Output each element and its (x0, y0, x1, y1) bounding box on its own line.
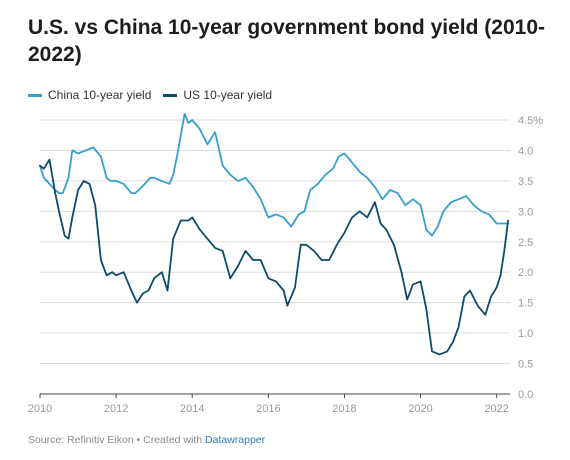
x-tick-label: 2010 (28, 403, 52, 415)
x-tick-label: 2022 (484, 403, 508, 415)
legend: China 10-year yield US 10-year yield (28, 86, 284, 104)
credit-link[interactable]: Datawrapper (205, 434, 266, 446)
x-tick-label: 2014 (180, 403, 204, 415)
series-line-us (39, 158, 509, 356)
legend-label-china: China 10-year yield (48, 88, 152, 102)
x-axis-tick-labels: 2010 2012 2014 2016 2018 2020 2022 (28, 403, 509, 415)
series-line-china (39, 113, 509, 237)
y-tick-label: 2.5 (518, 237, 533, 249)
y-tick-label: 1.5 (518, 298, 533, 310)
y-tick-label: 0.5 (518, 359, 533, 371)
x-tick-label: 2018 (332, 403, 356, 415)
y-axis-tick-labels: 0.0 0.5 1.0 1.5 2.0 2.5 3.0 3.5 4.0 4.5% (518, 115, 543, 401)
legend-swatch-china (28, 93, 42, 97)
legend-swatch-us (163, 93, 178, 97)
y-tick-label: 4.0 (518, 145, 533, 157)
source-note: Source: Refinitiv Eikon • Created with (28, 434, 206, 446)
y-tick-label: 2.0 (518, 267, 533, 279)
y-tick-label: 3.5 (518, 176, 533, 188)
legend-item-china: China 10-year yield (28, 88, 151, 102)
y-tick-label: 1.0 (518, 328, 533, 340)
x-tick-label: 2012 (104, 403, 128, 415)
legend-label-us: US 10-year yield (183, 88, 273, 102)
y-tick-label: 3.0 (518, 206, 533, 218)
series-lines (39, 113, 509, 356)
footer: Source: Refinitiv Eikon • Created with D… (28, 434, 265, 446)
y-tick-label: 0.0 (518, 389, 533, 401)
chart-title: U.S. vs China 10-year government bond yi… (28, 16, 545, 66)
y-tick-label: 4.5% (518, 115, 543, 127)
legend-item-us: US 10-year yield (163, 88, 272, 102)
grid-lines (39, 119, 510, 398)
x-tick-label: 2016 (256, 403, 280, 415)
x-tick-label: 2020 (408, 403, 432, 415)
